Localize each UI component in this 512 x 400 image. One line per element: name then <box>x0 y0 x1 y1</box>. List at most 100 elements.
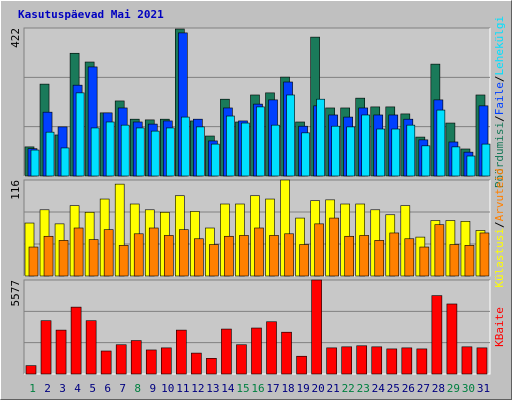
bar <box>221 328 232 375</box>
bar <box>389 232 400 277</box>
bar <box>133 233 144 277</box>
bar <box>281 331 292 375</box>
bar <box>30 149 40 177</box>
x-tick-label: 1 <box>29 382 36 395</box>
bar <box>251 327 262 375</box>
bar <box>374 240 385 277</box>
x-tick-label: 19 <box>296 382 309 395</box>
bar <box>45 131 55 177</box>
bar <box>176 329 187 375</box>
legend-separator: / <box>493 221 506 228</box>
bar <box>70 306 82 375</box>
bar <box>224 235 234 277</box>
bar <box>301 132 310 177</box>
x-tick-label: 28 <box>432 382 445 395</box>
bar <box>344 235 354 277</box>
bar <box>316 98 325 177</box>
bar <box>75 92 85 177</box>
bar <box>85 320 97 375</box>
bar <box>115 344 127 375</box>
bar <box>28 246 39 277</box>
bar <box>90 127 100 177</box>
bar <box>406 124 416 177</box>
bar <box>256 106 265 177</box>
bar <box>419 246 430 277</box>
bar <box>436 109 446 177</box>
x-tick-label: 17 <box>266 382 279 395</box>
bar <box>206 358 217 375</box>
legend-entry: Faile <box>493 82 506 115</box>
bar <box>58 240 69 277</box>
x-tick-label: 10 <box>161 382 174 395</box>
bar <box>40 320 52 375</box>
x-tick-label: 26 <box>402 382 415 395</box>
x-tick-label: 6 <box>104 382 111 395</box>
bar <box>314 223 324 277</box>
x-tick-label: 14 <box>221 382 235 395</box>
bar <box>145 349 157 375</box>
x-tick-label: 13 <box>206 382 219 395</box>
bar <box>359 235 370 277</box>
bar <box>191 352 202 375</box>
bar <box>346 126 355 177</box>
bar <box>421 145 431 177</box>
bar <box>120 124 130 177</box>
bar <box>181 116 190 177</box>
x-tick-label: 24 <box>372 382 386 395</box>
bar <box>451 146 461 177</box>
x-tick-label: 4 <box>74 382 81 395</box>
x-tick-label: 30 <box>462 382 475 395</box>
bar <box>449 244 460 277</box>
x-tick-label: 16 <box>251 382 264 395</box>
bar <box>266 321 277 375</box>
bar <box>165 127 175 177</box>
bar <box>130 340 142 375</box>
x-tick-label: 25 <box>387 382 400 395</box>
bar <box>55 329 67 375</box>
legend-entry: Lehekülgi <box>493 16 506 76</box>
x-tick-label: 20 <box>312 382 325 395</box>
bar <box>341 346 352 375</box>
bar <box>211 143 220 177</box>
bar <box>386 348 398 375</box>
bar <box>105 121 115 177</box>
bar <box>163 235 174 277</box>
bar <box>361 114 371 177</box>
bar <box>376 128 386 177</box>
bar <box>329 217 339 277</box>
bar <box>391 128 401 177</box>
y-max-label: 422 <box>9 28 22 48</box>
bar <box>481 143 491 177</box>
bar <box>446 303 458 375</box>
bar <box>479 232 490 277</box>
bar <box>476 347 488 375</box>
x-tick-label: 23 <box>357 382 370 395</box>
bar <box>241 122 250 177</box>
bar <box>404 238 415 277</box>
bar <box>118 245 129 277</box>
bar <box>100 350 112 375</box>
bar <box>401 347 413 375</box>
bar <box>284 233 294 277</box>
bar <box>43 235 54 277</box>
bar <box>331 125 340 177</box>
bar <box>103 229 114 277</box>
bar <box>269 235 279 277</box>
x-tick-label: 5 <box>89 382 96 395</box>
bar <box>464 245 475 277</box>
bar <box>226 115 235 177</box>
bar <box>434 224 445 277</box>
bar <box>88 239 99 277</box>
bar <box>466 155 476 177</box>
x-tick-label: 21 <box>327 382 340 395</box>
bar <box>209 244 219 277</box>
bar <box>299 244 309 277</box>
bar <box>371 346 383 375</box>
bar <box>73 227 84 277</box>
bar <box>150 130 160 177</box>
x-tick-label: 11 <box>176 382 189 395</box>
bar <box>326 347 337 375</box>
y-max-label: 116 <box>9 180 22 200</box>
legend: KBaite <box>493 307 506 347</box>
